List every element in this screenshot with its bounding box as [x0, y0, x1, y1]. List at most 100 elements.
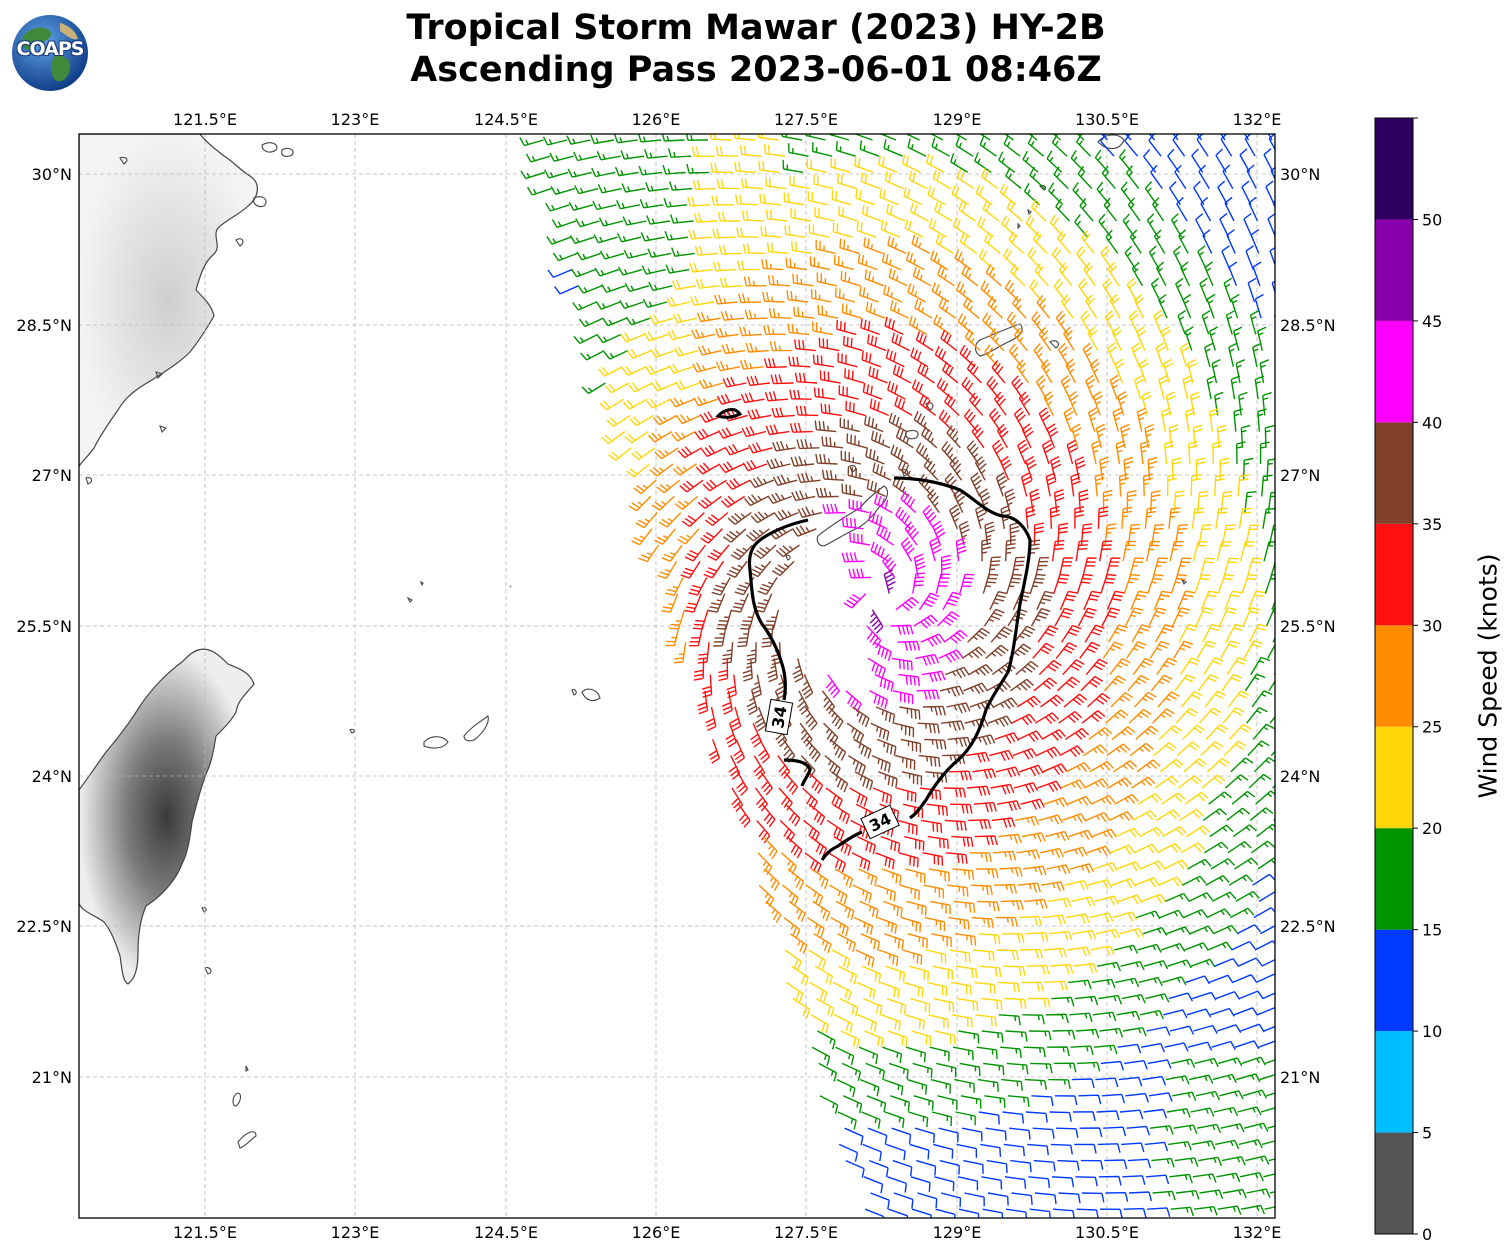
wind-barb: [904, 219, 924, 238]
wind-barb: [1033, 522, 1044, 546]
wind-barb: [866, 479, 886, 498]
colorbar-bin: [1375, 320, 1413, 423]
wind-barb: [818, 1062, 838, 1082]
wind-barb: [689, 625, 704, 647]
wind-barb: [1265, 180, 1275, 206]
colorbar-bin: [1375, 422, 1413, 524]
longitude-label: 132°E: [1233, 1223, 1282, 1242]
wind-barb: [876, 884, 896, 902]
wind-barb: [736, 227, 759, 238]
wind-barb: [991, 439, 1004, 465]
wind-barb: [672, 313, 698, 324]
wind-barb: [1317, 1187, 1341, 1195]
wind-barb: [977, 216, 995, 238]
wind-barb: [1192, 541, 1208, 562]
wind-barb: [959, 573, 975, 594]
wind-barb: [986, 376, 1001, 400]
wind-barb: [1292, 1155, 1316, 1163]
wind-barb: [1046, 423, 1059, 449]
wind-barb: [789, 422, 813, 433]
wind-barb: [1002, 1111, 1025, 1124]
wind-barb: [603, 349, 629, 360]
wind-barb: [832, 803, 851, 824]
wind-barb: [867, 657, 886, 678]
wind-barb: [1230, 375, 1241, 400]
wind-barb: [1168, 1141, 1192, 1151]
wind-barb: [647, 248, 672, 258]
wind-barb: [945, 666, 970, 679]
wind-barb: [1217, 1205, 1242, 1215]
wind-barb: [1074, 456, 1086, 481]
wind-barb: [1001, 1078, 1023, 1091]
wind-barb: [1041, 728, 1066, 741]
wind-barb: [974, 835, 998, 846]
wind-barb: [645, 364, 670, 375]
wind-barb: [994, 732, 1020, 744]
wind-barb: [1310, 509, 1323, 529]
wind-barb: [784, 225, 806, 238]
wind-barb: [991, 817, 1016, 828]
wind-barb: [1277, 262, 1285, 286]
wind-barb: [1057, 342, 1070, 368]
wind-barb: [948, 916, 970, 930]
wind-barb: [930, 1078, 951, 1094]
wind-barb: [1128, 310, 1139, 335]
wind-barb: [665, 625, 680, 647]
wind-barb: [1081, 1192, 1105, 1203]
wind-barb: [986, 1159, 1008, 1174]
wind-barb: [923, 457, 939, 481]
wind-barb: [888, 1208, 909, 1218]
wind-barb: [813, 387, 836, 400]
wind-barb: [1263, 1025, 1275, 1032]
wind-barb: [903, 186, 923, 206]
wind-barb: [1252, 261, 1262, 287]
wind-barb: [686, 163, 710, 174]
wind-barb: [1018, 391, 1031, 416]
wind-barb: [1103, 675, 1127, 692]
wind-barb: [671, 279, 697, 291]
wind-barb: [617, 266, 643, 276]
wind-barb: [1239, 148, 1251, 173]
wind-barb: [673, 642, 687, 664]
wind-barb: [1176, 196, 1188, 222]
wind-barb: [1143, 1108, 1168, 1119]
wind-barb: [1310, 1171, 1334, 1179]
wind-barb: [801, 674, 814, 699]
wind-barb: [792, 273, 814, 287]
wind-barb: [1013, 782, 1039, 794]
colorbar-tick-label: 5: [1422, 1124, 1432, 1143]
wind-barb: [1155, 342, 1166, 368]
wind-barb: [786, 290, 809, 303]
wind-barb: [601, 431, 626, 445]
wind-barb: [951, 835, 974, 847]
wind-barbs: [519, 134, 1346, 1218]
wind-barb: [848, 568, 872, 579]
wind-barb: [836, 1078, 856, 1098]
wind-barb: [674, 346, 699, 357]
wind-barb: [958, 520, 970, 546]
wind-barb: [702, 479, 727, 492]
wind-barb: [1049, 1111, 1072, 1122]
wind-barb: [1282, 857, 1305, 869]
wind-barb: [1015, 815, 1040, 826]
colorbar-tick-label: 45: [1422, 312, 1442, 331]
wind-barb: [1146, 1026, 1171, 1036]
wind-barb: [975, 504, 987, 529]
wind-barb: [901, 771, 923, 786]
wind-barb: [1094, 473, 1105, 497]
wind-barb: [1323, 873, 1346, 885]
wind-barb: [961, 1127, 983, 1142]
wind-barb: [859, 900, 879, 919]
wind-barb: [994, 883, 1018, 894]
wind-barb: [878, 155, 898, 174]
wind-barb: [892, 1159, 913, 1177]
wind-barb: [1107, 777, 1133, 789]
wind-barb: [1142, 926, 1168, 936]
wind-barb: [1080, 1159, 1104, 1170]
wind-barb: [1215, 507, 1228, 529]
wind-barb: [955, 134, 967, 141]
wind-barb: [949, 504, 961, 530]
wind-barb: [1303, 973, 1327, 982]
wind-barb: [1108, 810, 1134, 822]
wind-barb: [848, 499, 869, 514]
